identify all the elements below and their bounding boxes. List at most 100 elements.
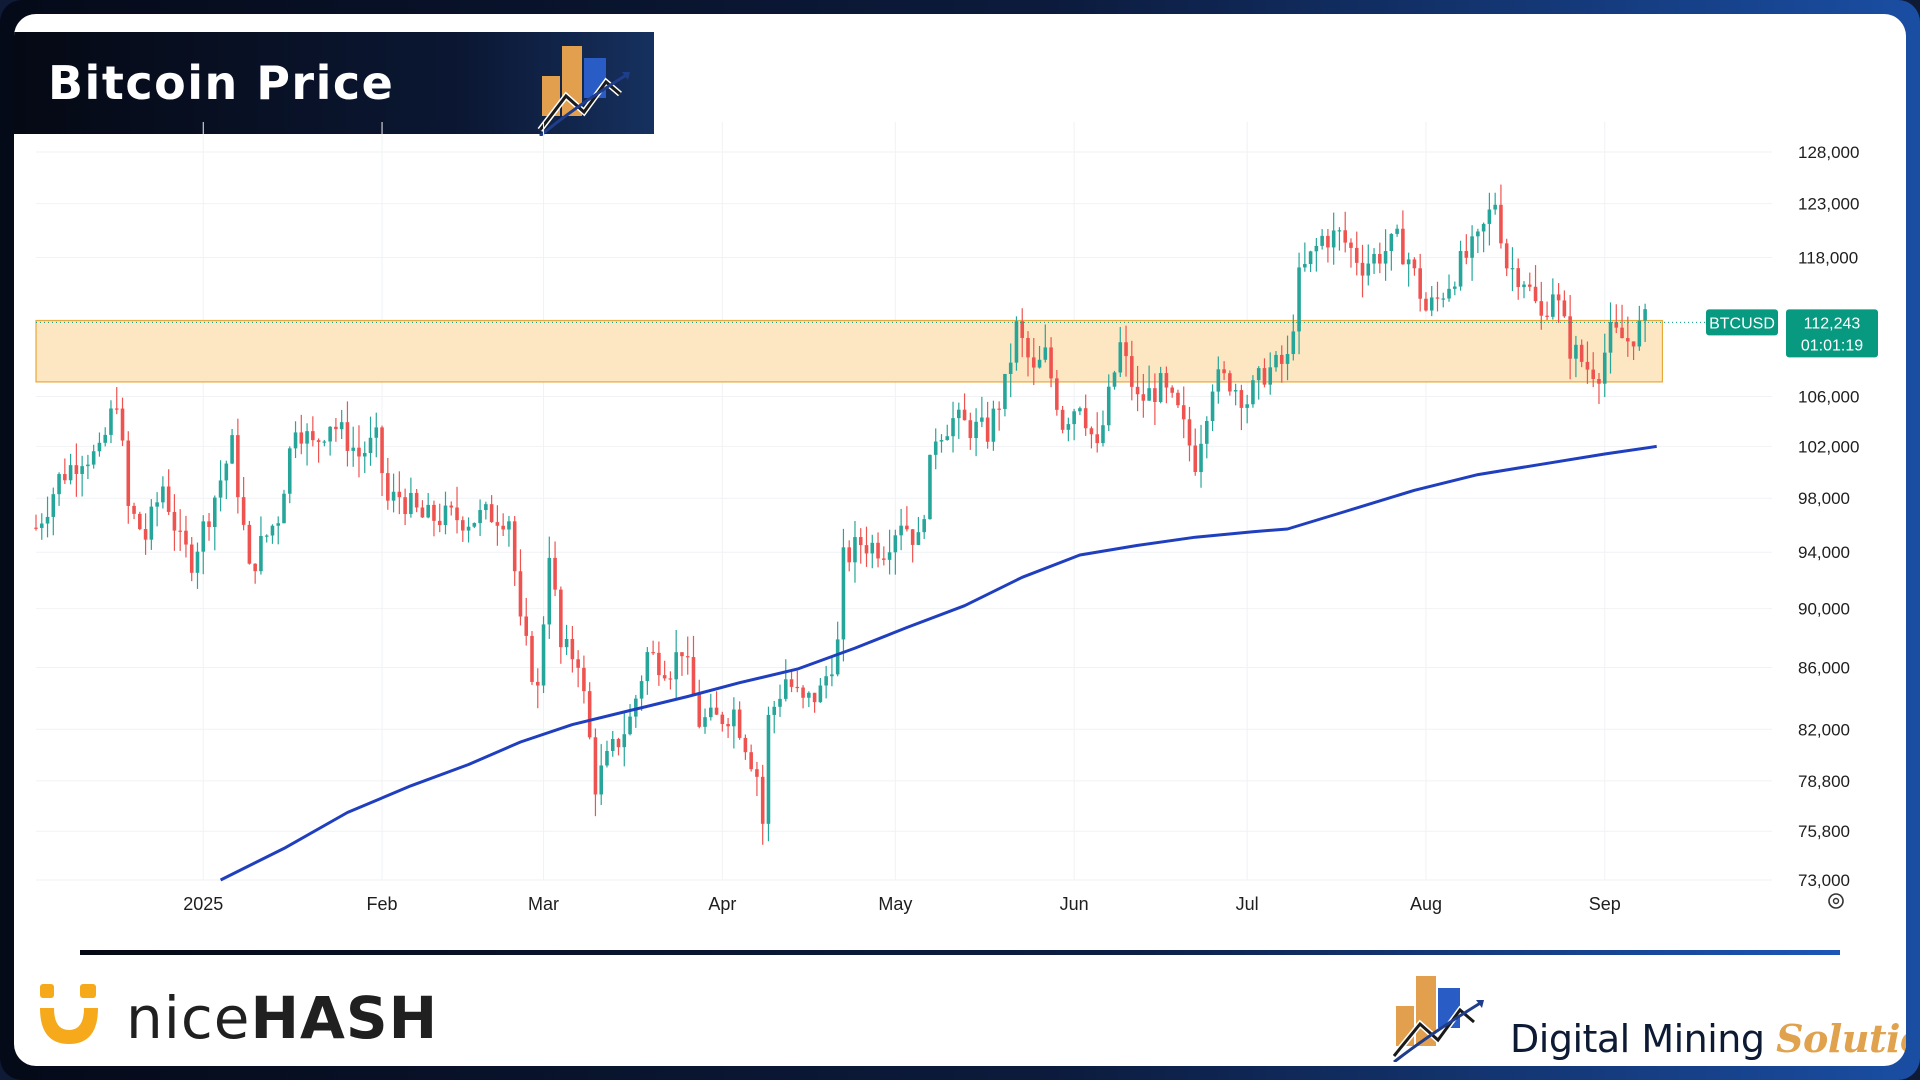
candle-body: [161, 486, 165, 503]
candle-body: [841, 547, 846, 640]
candle-body: [714, 707, 719, 715]
candle-body: [1435, 297, 1440, 299]
candle-body: [616, 738, 621, 748]
candle-body: [1060, 409, 1065, 430]
candle-body: [778, 698, 782, 707]
nicehash-wordmark: niceHASH: [126, 984, 438, 1052]
candle-body: [835, 639, 840, 675]
candle-body: [576, 659, 580, 668]
candle-body: [334, 426, 338, 430]
candle-body: [507, 521, 511, 530]
candle-body: [189, 544, 194, 573]
candle-body: [201, 521, 206, 552]
candle-body: [1308, 251, 1313, 265]
candle-body: [207, 521, 211, 527]
candle-body: [409, 492, 413, 515]
candle-body: [1268, 367, 1273, 385]
candle-body: [1602, 352, 1607, 384]
candle-body: [155, 502, 159, 507]
candle-body: [905, 525, 909, 530]
candle-body: [755, 769, 759, 777]
candle-body: [103, 434, 107, 443]
candle-body: [1533, 286, 1538, 302]
symbol-tag: [1706, 309, 1778, 336]
candle-body: [864, 545, 869, 554]
candle-body: [1499, 204, 1503, 244]
candle-body: [1637, 320, 1642, 347]
price-chart[interactable]: 73,000 75,800 78,800 82,000 86,000 90,000 94,0…: [14, 14, 1906, 934]
candle-body: [639, 681, 644, 699]
candle-body: [1406, 259, 1411, 265]
candle-body: [461, 520, 465, 531]
candle-body: [876, 542, 880, 559]
candle-body: [818, 685, 823, 703]
moving-average-line: [219, 444, 1657, 882]
candle-body: [662, 675, 667, 679]
candle-body: [801, 687, 805, 698]
candle-body: [587, 691, 592, 738]
candle-body: [253, 563, 257, 572]
candle-body: [1274, 354, 1278, 368]
candle-body: [466, 526, 471, 531]
candle-body: [1556, 294, 1561, 301]
candle-body: [397, 491, 402, 498]
candle-body: [1106, 386, 1111, 426]
candle-body: [870, 542, 875, 554]
candle-body: [484, 504, 488, 511]
candle-body: [709, 707, 713, 718]
candle-body: [432, 504, 436, 521]
candle-body: [922, 519, 926, 533]
candle-body: [362, 453, 367, 457]
candle-body: [564, 638, 569, 648]
candle-body: [1279, 354, 1284, 364]
candle-body: [1378, 253, 1382, 264]
candle-body: [853, 537, 857, 563]
y-tick-label: 78,800: [1798, 772, 1850, 791]
candle-body: [1210, 391, 1215, 421]
candle-body: [1153, 388, 1157, 402]
candle-body: [1372, 253, 1376, 264]
candle-body: [1008, 362, 1013, 374]
y-tick-label: 73,000: [1798, 871, 1850, 890]
candle-body: [535, 681, 540, 686]
candle-body: [1441, 298, 1446, 300]
candle-body: [1493, 204, 1497, 210]
candle-body: [657, 652, 661, 676]
candle-body: [1141, 394, 1146, 401]
settings-gear-icon[interactable]: [1828, 893, 1844, 909]
candle-body: [668, 678, 673, 680]
candle-body: [495, 522, 500, 526]
candle-body: [974, 421, 978, 439]
candle-body: [1158, 373, 1163, 402]
candle-body: [120, 408, 125, 441]
candle-body: [610, 738, 615, 751]
candle-body: [945, 436, 950, 441]
candle-body: [1326, 235, 1330, 248]
candle-body: [645, 652, 650, 682]
candle-body: [74, 465, 79, 474]
candle-body: [282, 493, 286, 524]
y-tick-label: 123,000: [1798, 195, 1859, 214]
candle-body: [449, 505, 454, 508]
candle-body: [703, 717, 707, 727]
candle-body: [1026, 337, 1030, 358]
candle-body: [559, 589, 563, 648]
candle-body: [772, 706, 777, 715]
candle-body: [726, 723, 730, 727]
candle-body: [230, 435, 234, 464]
candle-body: [305, 431, 309, 444]
candle-body: [1228, 373, 1232, 392]
candle-body: [293, 432, 298, 449]
candle-body: [166, 486, 171, 512]
candle-body: [1233, 390, 1238, 392]
candle-body: [1366, 263, 1371, 276]
candle-body: [299, 432, 304, 444]
candle-body: [605, 750, 609, 766]
candle-body: [1181, 405, 1186, 420]
candle-body: [420, 507, 425, 518]
candle-body: [403, 497, 407, 515]
candle-body: [264, 535, 269, 537]
candle-body: [1337, 230, 1342, 232]
candle-body: [1354, 247, 1359, 263]
x-tick-label: 2025: [183, 894, 223, 914]
